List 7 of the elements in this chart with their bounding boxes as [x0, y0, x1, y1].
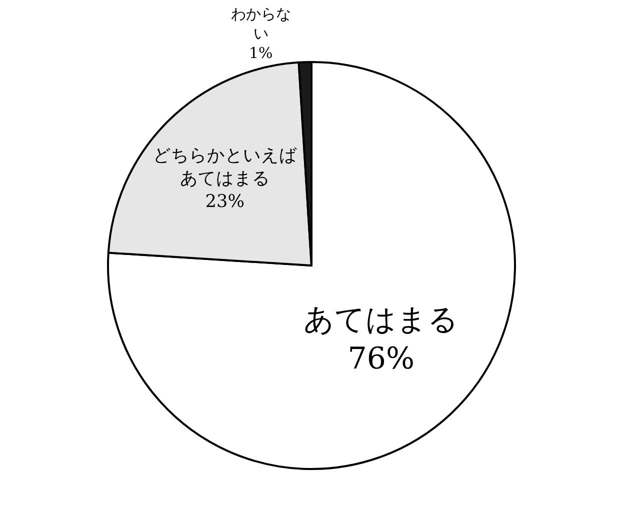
data-label: 76%: [348, 342, 414, 377]
data-label: 23%: [205, 192, 245, 212]
slice-label: どちらかといえばあてはまる: [152, 146, 298, 190]
slice-label: わからない: [230, 5, 291, 43]
pie-slice: [107, 61, 516, 470]
slice-label: あてはまる: [304, 302, 459, 338]
data-label: 1%: [248, 44, 273, 62]
